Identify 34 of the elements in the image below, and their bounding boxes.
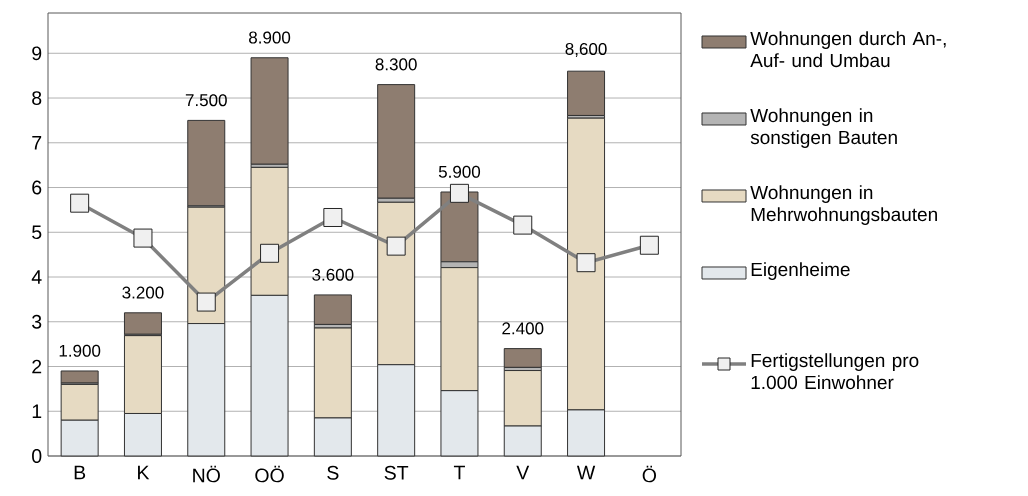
legend-label: Wohnungen in Mehrwohnungsbauten bbox=[750, 185, 937, 225]
x-tick-label: T bbox=[453, 465, 465, 480]
y-tick-label: 4 bbox=[31, 270, 42, 284]
x-tick-label: W bbox=[576, 465, 596, 480]
total-label: 3.200 bbox=[122, 286, 164, 299]
y-tick-label: 5 bbox=[32, 225, 42, 240]
y-tick-label: 2 bbox=[32, 359, 42, 374]
x-tick-label: S bbox=[327, 465, 339, 480]
legend-label: Fertigstellungen pro 1.000 Einwohner bbox=[751, 353, 919, 390]
x-tick-label: B bbox=[74, 465, 86, 480]
y-tick-label: 8 bbox=[32, 91, 42, 105]
y-tick-label: 6 bbox=[32, 180, 42, 195]
legend-label: Eigenheime bbox=[751, 262, 850, 280]
total-label: 3.600 bbox=[312, 268, 354, 281]
y-tick-label: 0 bbox=[32, 449, 42, 463]
legend-label: Wohnungen in sonstigen Bauten bbox=[750, 108, 897, 148]
y-tick-label: 9 bbox=[32, 46, 42, 61]
x-tick-label: ST bbox=[384, 465, 409, 480]
total-label: 7.500 bbox=[185, 94, 227, 107]
y-tick-label: 7 bbox=[32, 136, 42, 150]
total-label: 8,600 bbox=[565, 42, 607, 57]
y-tick-label: 1 bbox=[32, 404, 42, 418]
x-tick-label: V bbox=[516, 465, 530, 480]
x-tick-label: K bbox=[138, 465, 150, 480]
total-label: 8.900 bbox=[249, 31, 291, 44]
y-tick-label: 3 bbox=[32, 314, 42, 329]
total-label: 8.300 bbox=[375, 58, 417, 71]
x-tick-label: NÖ bbox=[193, 465, 220, 483]
total-label: 2.400 bbox=[502, 322, 544, 335]
x-tick-label: OÖ bbox=[255, 465, 284, 483]
legend-label: Wohnungen durch An-, Auf- und Umbau bbox=[750, 31, 946, 68]
total-label: 1.900 bbox=[59, 344, 101, 357]
x-tick-label: Ö bbox=[642, 465, 657, 483]
total-label: 5.900 bbox=[438, 165, 481, 178]
